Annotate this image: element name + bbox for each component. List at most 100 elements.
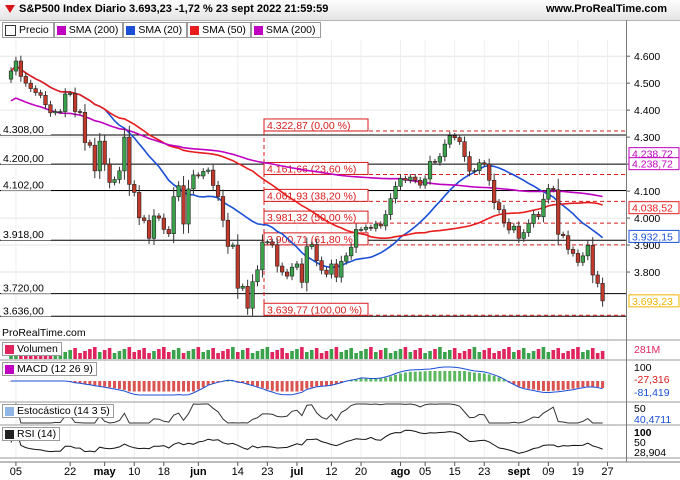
candle-body	[299, 263, 304, 283]
candle-body	[418, 180, 423, 186]
fib-label: 3.981,32 (50,00 %)	[267, 212, 356, 224]
legend-item-sma200[interactable]: SMA (200)	[53, 22, 124, 38]
candle-body	[368, 226, 373, 229]
volume-bar	[487, 348, 492, 359]
volume-bar	[467, 349, 472, 359]
candle-body	[201, 171, 206, 177]
macd-bar	[206, 381, 210, 386]
volume-bar	[147, 353, 151, 359]
x-tick-label: ago	[391, 466, 411, 478]
legend-item-precio[interactable]: Precio	[2, 22, 54, 38]
volume-bar	[305, 352, 309, 359]
candle-body	[496, 202, 502, 211]
macd-bar	[122, 381, 126, 390]
candle-body	[107, 163, 112, 183]
macd-bar	[83, 381, 87, 385]
macd-bar	[453, 371, 457, 382]
x-tick-label: 12	[325, 466, 337, 478]
candle-body	[353, 229, 359, 248]
volume-bar	[152, 351, 156, 359]
macd-bar	[497, 377, 501, 382]
macd-bar	[241, 381, 245, 383]
candle-body	[492, 180, 497, 203]
candle-body	[314, 244, 319, 262]
volume-panel-label[interactable]: Volumen	[2, 342, 62, 356]
macd-bar	[438, 371, 442, 382]
macd-bar	[389, 376, 393, 382]
candle-body	[28, 82, 33, 89]
legend-item-sma20[interactable]: SMA (20)	[123, 22, 188, 38]
candle-body	[423, 178, 428, 186]
macd-bar	[364, 378, 368, 382]
volume-bar	[93, 347, 97, 359]
candle-body	[536, 213, 541, 218]
macd-bar	[482, 373, 486, 382]
rsi-panel-label[interactable]: RSI (14)	[2, 427, 61, 441]
candle-body	[230, 244, 235, 247]
candle-body	[383, 214, 388, 227]
volume-bar	[157, 349, 161, 359]
volume-bar	[216, 353, 220, 359]
candle-body	[146, 220, 152, 239]
candle-body	[334, 263, 339, 278]
macd-panel-label[interactable]: MACD (12 26 9)	[2, 362, 97, 376]
legend-label: SMA (50)	[202, 24, 246, 36]
volume-bar	[319, 353, 324, 359]
volume-bar	[240, 350, 245, 359]
volume-bar	[418, 348, 422, 359]
legend-label: SMA (200)	[68, 24, 119, 36]
macd-bar	[502, 379, 506, 382]
candle-body	[511, 225, 516, 231]
legend-item-sma50[interactable]: SMA (50)	[187, 22, 251, 38]
volume-bar	[600, 351, 605, 359]
macd-bar	[492, 375, 496, 382]
candle-body	[551, 188, 556, 191]
volume-bar	[531, 351, 536, 359]
candle-body	[122, 136, 127, 172]
stochastic-label: Estocástico (14 3 5)	[17, 405, 110, 417]
candle-body	[398, 178, 403, 187]
volume-bar	[201, 352, 206, 359]
candle-body	[447, 135, 452, 145]
candle-body	[284, 271, 290, 277]
stochastic-panel-label[interactable]: Estocástico (14 3 5)	[2, 404, 114, 418]
volume-bar	[127, 347, 132, 359]
rsi-scale-mid: 50	[634, 437, 646, 449]
macd-bar	[571, 381, 575, 389]
volume-bar	[196, 347, 201, 359]
candle-body	[220, 196, 226, 221]
candle-body	[260, 241, 265, 271]
volume-bar	[457, 353, 462, 359]
level-label-bg	[1, 153, 51, 165]
site-label[interactable]: www.ProRealTime.com	[545, 3, 667, 15]
x-tick-label: 23	[478, 466, 490, 478]
macd-bar	[157, 381, 161, 392]
macd-bar	[581, 381, 585, 388]
volume-bar	[83, 351, 87, 359]
macd-bar	[556, 381, 560, 391]
macd-swatch	[5, 364, 14, 374]
legend-swatch	[56, 25, 66, 35]
candle-body	[482, 162, 487, 165]
volume-bar	[107, 348, 112, 359]
volume-bar	[561, 353, 565, 359]
volume-bar	[206, 350, 210, 359]
rsi-line	[10, 427, 603, 454]
volume-bar	[275, 350, 280, 359]
rsi-swatch	[5, 429, 14, 439]
candle-body	[442, 143, 447, 157]
macd-bar	[527, 381, 531, 389]
candle-body	[521, 232, 526, 239]
candle-body	[77, 111, 83, 113]
macd-bar	[379, 378, 383, 382]
candle-body	[294, 263, 300, 268]
candle-body	[324, 269, 329, 275]
macd-bar	[413, 371, 417, 382]
macd-bar	[418, 371, 422, 382]
candle-body	[132, 184, 137, 193]
volume-bar	[280, 348, 284, 359]
volume-bar	[526, 353, 531, 359]
macd-bar	[186, 381, 190, 392]
legend-item-sma200-b[interactable]: SMA (200)	[250, 22, 321, 38]
